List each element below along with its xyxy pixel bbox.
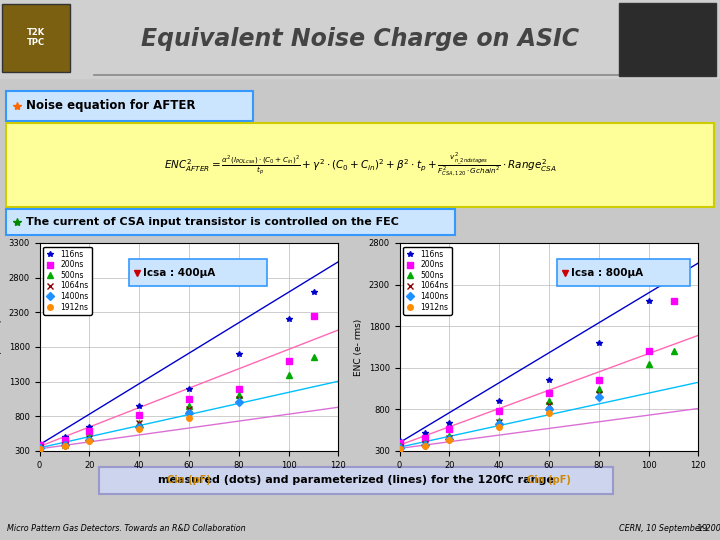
Legend: 116ns, 200ns, 500ns, 1064ns, 1400ns, 1912ns: 116ns, 200ns, 500ns, 1064ns, 1400ns, 191…: [43, 247, 91, 315]
FancyBboxPatch shape: [557, 259, 690, 286]
Text: T2K
TPC: T2K TPC: [27, 28, 45, 48]
Y-axis label: ENC (e- rms): ENC (e- rms): [0, 318, 3, 376]
Text: CERN, 10 September 2007: CERN, 10 September 2007: [619, 524, 720, 532]
FancyBboxPatch shape: [619, 3, 716, 76]
Text: measured (dots) and parameterized (lines) for the 120fC range: measured (dots) and parameterized (lines…: [158, 475, 554, 484]
X-axis label: Cin (pF): Cin (pF): [527, 475, 571, 485]
Text: Icsa : 800μA: Icsa : 800μA: [572, 267, 644, 278]
FancyBboxPatch shape: [6, 209, 455, 235]
Text: Micro Pattern Gas Detectors. Towards an R&D Collaboration: Micro Pattern Gas Detectors. Towards an …: [7, 524, 246, 532]
Text: Noise equation for AFTER: Noise equation for AFTER: [26, 99, 195, 112]
X-axis label: Cin (pF): Cin (pF): [167, 475, 211, 485]
Bar: [0, 0, 720, 78]
Text: 19: 19: [697, 524, 708, 532]
FancyBboxPatch shape: [6, 123, 714, 207]
Y-axis label: ENC (e- rms): ENC (e- rms): [354, 318, 363, 376]
Text: $ENC^2_{AFTER} = \frac{\alpha^2(I_{POLcsa})\cdot(C_0+C_{in})^2}{t_p} + \gamma^2\: $ENC^2_{AFTER} = \frac{\alpha^2(I_{POLcs…: [163, 151, 557, 178]
FancyBboxPatch shape: [2, 4, 70, 72]
Text: Equivalent Noise Charge on ASIC: Equivalent Noise Charge on ASIC: [141, 27, 579, 51]
FancyBboxPatch shape: [6, 91, 253, 121]
FancyBboxPatch shape: [129, 259, 267, 286]
Text: Icsa : 400μA: Icsa : 400μA: [143, 267, 215, 278]
FancyBboxPatch shape: [99, 467, 613, 494]
Legend: 116ns, 200ns, 500ns, 1064ns, 1400ns, 1912ns: 116ns, 200ns, 500ns, 1064ns, 1400ns, 191…: [403, 247, 451, 315]
Text: The current of CSA input transistor is controlled on the FEC: The current of CSA input transistor is c…: [26, 217, 399, 227]
